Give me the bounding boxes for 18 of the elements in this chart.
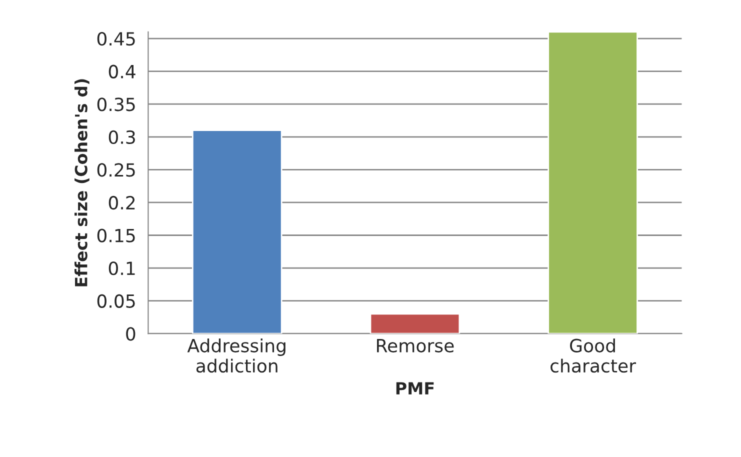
y-tick-label: 0.05 <box>97 294 135 308</box>
y-tick-label: 0.2 <box>108 196 135 210</box>
y-tick-label: 0.35 <box>97 98 135 112</box>
y-tick-label: 0.1 <box>108 262 135 276</box>
bar <box>548 32 638 334</box>
y-tick-label: 0.25 <box>97 163 135 177</box>
y-tick-label: 0.4 <box>108 64 136 78</box>
x-axis-title: PMF <box>396 382 434 394</box>
y-tick-label: 0.3 <box>108 130 135 144</box>
y-tick-label: 0 <box>126 327 136 341</box>
y-axis-title: Effect size (Cohen's d) <box>74 79 90 286</box>
x-tick-label: Good character <box>550 338 636 373</box>
y-tick-label: 0.15 <box>97 228 135 242</box>
x-tick-label: Remorse <box>377 339 454 352</box>
bar <box>192 130 282 334</box>
bar <box>370 313 460 334</box>
x-tick-label: Addressing addiction <box>187 338 286 373</box>
y-tick-label: 0.45 <box>97 32 135 46</box>
